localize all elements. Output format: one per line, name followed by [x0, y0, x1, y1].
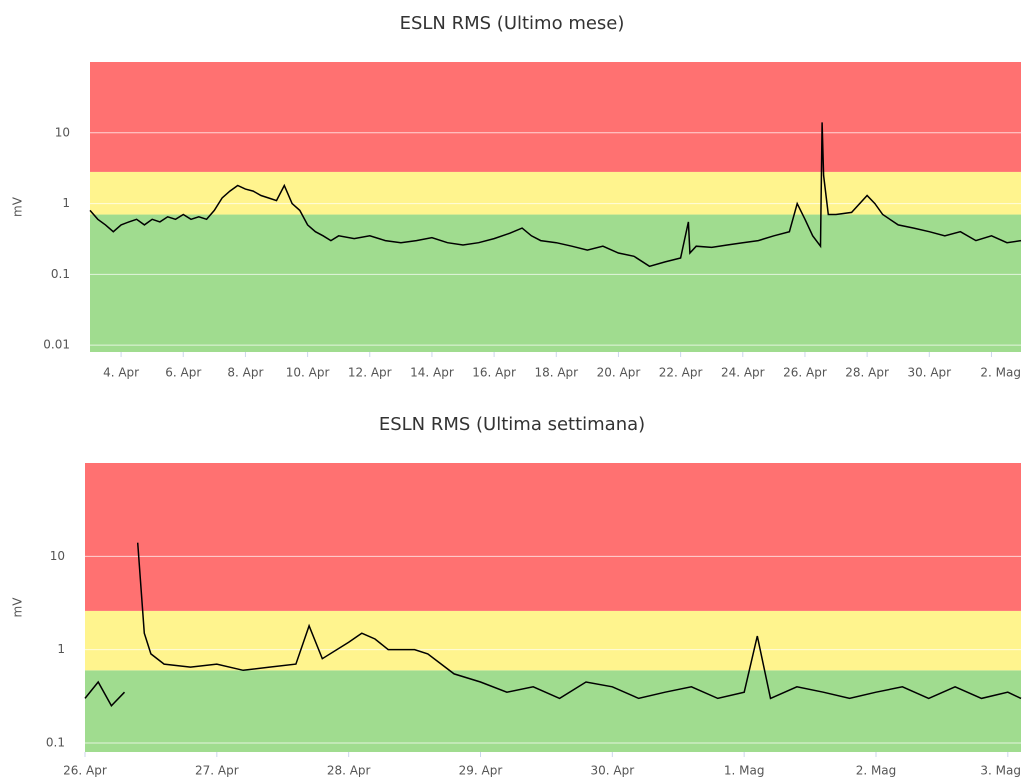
- y-axis-title: mV: [11, 196, 25, 217]
- plot-band: [90, 171, 1021, 215]
- plot-band: [85, 463, 1021, 611]
- x-tick-label: 16. Apr: [472, 366, 516, 380]
- x-tick-label: 18. Apr: [534, 366, 578, 380]
- x-tick-label: 1. Mag: [724, 764, 765, 778]
- plot-band: [90, 214, 1021, 352]
- x-tick-label: 22. Apr: [659, 366, 703, 380]
- y-tick-label: 10: [50, 549, 65, 563]
- x-tick-label: 2. Mag: [980, 366, 1021, 380]
- x-tick-label: 3. Mag: [980, 764, 1021, 778]
- plot-band: [90, 62, 1021, 172]
- y-tick-label: 0.1: [51, 267, 70, 281]
- x-tick-label: 10. Apr: [286, 366, 330, 380]
- x-tick-label: 28. Apr: [845, 366, 889, 380]
- chart-title: ESLN RMS (Ultima settimana): [379, 414, 645, 435]
- x-tick-label: 24. Apr: [721, 366, 765, 380]
- x-tick-label: 29. Apr: [459, 764, 503, 778]
- x-tick-label: 6. Apr: [165, 366, 201, 380]
- x-tick-label: 26. Apr: [63, 764, 107, 778]
- y-axis-title: mV: [11, 597, 25, 618]
- x-tick-label: 14. Apr: [410, 366, 454, 380]
- y-tick-label: 10: [55, 125, 70, 139]
- data-line: [84, 542, 1022, 708]
- x-tick-label: 30. Apr: [590, 764, 634, 778]
- x-tick-label: 28. Apr: [327, 764, 371, 778]
- y-tick-label: 1: [57, 642, 65, 656]
- y-tick-label: 0.01: [43, 338, 70, 352]
- plot-band: [85, 670, 1021, 752]
- x-tick-label: 26. Apr: [783, 366, 827, 380]
- x-tick-label: 27. Apr: [195, 764, 239, 778]
- data-line: [89, 122, 1022, 268]
- x-tick-label: 20. Apr: [597, 366, 641, 380]
- x-tick-label: 12. Apr: [348, 366, 392, 380]
- x-tick-label: 30. Apr: [907, 366, 951, 380]
- x-tick-label: 2. Mag: [856, 764, 897, 778]
- y-tick-label: 1: [62, 196, 70, 210]
- y-tick-label: 0.1: [46, 735, 65, 749]
- plot-band: [85, 610, 1021, 671]
- x-tick-label: 4. Apr: [103, 366, 139, 380]
- x-tick-label: 8. Apr: [227, 366, 263, 380]
- chart-title: ESLN RMS (Ultimo mese): [400, 13, 625, 34]
